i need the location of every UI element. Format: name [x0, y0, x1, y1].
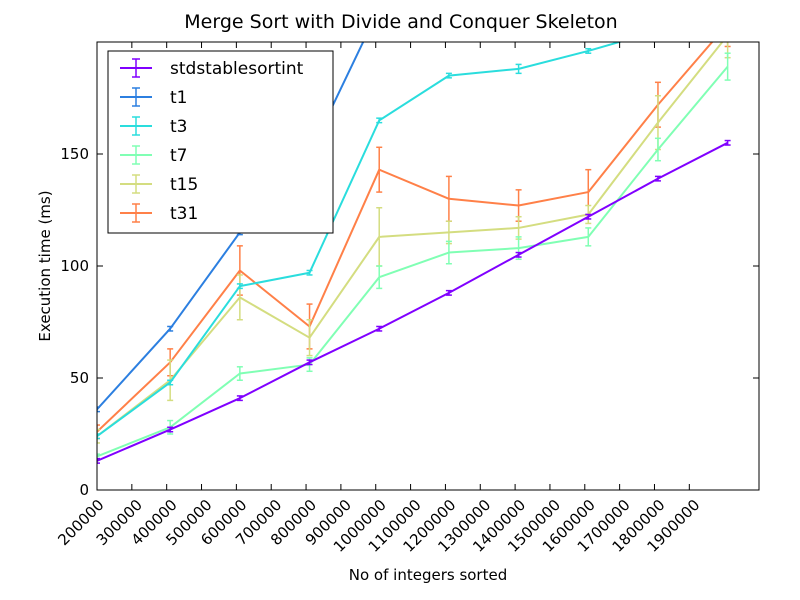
legend-entry: t7: [120, 145, 187, 166]
series-line: [97, 65, 729, 458]
y-tick-label: 150: [60, 145, 89, 163]
legend-entry: t1: [120, 87, 187, 108]
y-axis-label: Execution time (ms): [36, 190, 54, 341]
x-axis-label: No of integers sorted: [349, 566, 507, 584]
series-group: [97, 42, 731, 464]
plot-area: [97, 42, 731, 464]
series-line: [97, 141, 729, 462]
legend-label: t15: [170, 175, 198, 195]
series-line: [97, 42, 714, 433]
legend-box: [107, 50, 334, 234]
legend-label: t31: [170, 204, 198, 224]
series-t7: [97, 52, 731, 460]
y-tick-label: 0: [79, 481, 89, 499]
legend-label: stdstablesortint: [170, 59, 304, 79]
legend-label: t1: [170, 88, 187, 108]
y-tick-label: 100: [60, 257, 89, 275]
series-t3: [97, 42, 623, 440]
legend-entry: t15: [120, 174, 198, 195]
legend-entry: t3: [120, 116, 187, 137]
legend-label: t7: [170, 146, 187, 166]
legend-entry: stdstablesortint: [120, 58, 304, 79]
chart-title: Merge Sort with Divide and Conquer Skele…: [184, 11, 617, 33]
y-tick-label: 50: [70, 369, 89, 387]
legend-entry: t31: [120, 203, 198, 224]
legend: stdstablesortint t1 t3 t7 t15 t31: [107, 50, 334, 234]
series-stdstablesortint: [97, 139, 731, 464]
series-line: [97, 42, 724, 438]
legend-label: t3: [170, 117, 187, 137]
